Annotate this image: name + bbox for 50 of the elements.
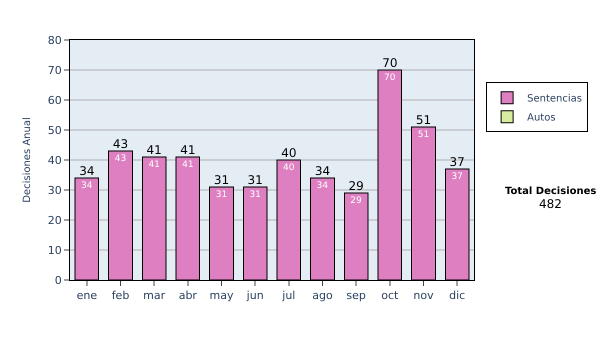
x-tick-label: ene <box>76 289 98 302</box>
y-tick-label: 30 <box>48 184 62 197</box>
legend-label: Autos <box>527 112 556 124</box>
text: Total Decisiones <box>505 186 596 197</box>
total-label: 40 <box>281 146 296 160</box>
x-tick-label: feb <box>112 289 130 302</box>
total-label: 34 <box>79 164 94 178</box>
legend-label: Sentencias <box>527 94 582 105</box>
total-label: 31 <box>214 173 230 187</box>
x-tick-label: dic <box>449 289 466 302</box>
x-tick-label: sep <box>346 289 366 302</box>
total-label: 41 <box>146 143 162 157</box>
y-tick-label: 40 <box>48 154 62 167</box>
x-tick-label: may <box>210 289 234 302</box>
data-label: 43 <box>114 154 126 164</box>
data-label: 40 <box>282 163 295 173</box>
x-tick-label: ago <box>312 289 333 302</box>
y-tick-label: 10 <box>48 244 62 257</box>
total-label: 43 <box>112 137 128 151</box>
total-label: 29 <box>348 179 364 193</box>
total-label: 70 <box>382 56 398 70</box>
data-label: 37 <box>451 172 463 182</box>
x-tick-label: mar <box>143 289 166 302</box>
data-label: 41 <box>148 160 160 170</box>
data-label: 31 <box>249 190 261 200</box>
total-label: 34 <box>314 164 330 178</box>
data-label: 70 <box>384 73 396 83</box>
y-tick-label: 70 <box>48 64 62 77</box>
total-label: 37 <box>450 155 465 169</box>
y-tick-label: 60 <box>48 94 62 107</box>
data-label: 41 <box>182 160 194 170</box>
data-label: 31 <box>216 190 228 200</box>
y-axis-title: Decisiones Anual <box>22 117 33 203</box>
data-label: 34 <box>80 181 93 191</box>
total-label: 31 <box>248 173 263 187</box>
x-tick-label: oct <box>381 289 400 302</box>
y-tick-label: 20 <box>48 214 62 227</box>
y-tick-label: 0 <box>54 274 62 287</box>
x-tick-label: abr <box>178 289 198 302</box>
data-label: 34 <box>316 181 328 191</box>
total-label: 41 <box>180 143 196 157</box>
data-label: 51 <box>418 130 430 140</box>
y-tick-label: 80 <box>48 34 62 47</box>
x-tick-label: nov <box>413 289 434 302</box>
x-tick-label: jul <box>281 289 296 302</box>
x-tick-label: jun <box>246 289 264 302</box>
text: 482 <box>539 197 562 211</box>
total-label: 51 <box>416 113 432 127</box>
data-label: 29 <box>350 196 362 206</box>
y-tick-label: 50 <box>48 124 62 137</box>
